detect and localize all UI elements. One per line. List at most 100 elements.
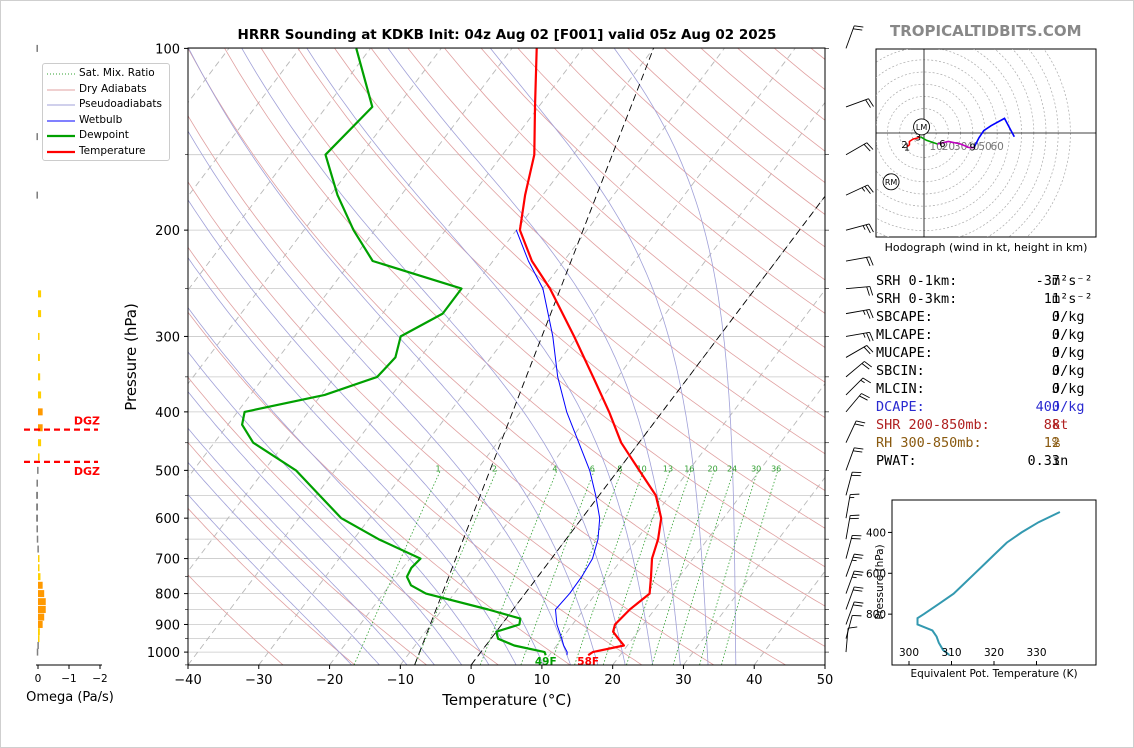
- x-tick-label: 20: [604, 673, 621, 688]
- wind-barb: [845, 615, 862, 639]
- omega-bar: [37, 545, 39, 553]
- wind-barb: [845, 25, 864, 49]
- pseudoadiabat: [306, 48, 654, 665]
- parameter-unit: J/kg: [1052, 363, 1085, 379]
- omega-bar: [36, 491, 38, 499]
- parameter-value: 0: [1051, 363, 1060, 379]
- mixing-ratio-line: [414, 470, 498, 665]
- wind-barb: [845, 420, 866, 443]
- barb-half-flag: [851, 559, 857, 562]
- barb-flag: [854, 570, 864, 573]
- omega-bar: [38, 590, 45, 598]
- isotherm-gridline: [0, 48, 17, 664]
- y-tick-label: 500: [155, 464, 180, 479]
- barb-flag: [854, 447, 864, 450]
- wetbulb-line: [515, 229, 601, 656]
- parameter-label: MUCAPE:: [876, 345, 933, 361]
- dry-adiabat: [188, 376, 499, 665]
- legend-label: Wetbulb: [79, 113, 123, 126]
- theta-e-plot-area: [916, 511, 1061, 656]
- hodograph-height-label: 3: [915, 133, 921, 144]
- mixing-ratio-label: 2: [492, 465, 497, 474]
- dry-adiabat: [224, 48, 825, 607]
- wind-barb: [845, 142, 874, 156]
- wind-barb: [845, 256, 874, 267]
- omega-bar: [38, 613, 45, 621]
- omega-bar: [36, 44, 38, 52]
- barb-staff: [845, 98, 869, 108]
- x-tick-label: 40: [746, 673, 763, 688]
- storm-motion-marker: [882, 173, 900, 191]
- theta-e-ylabel: Pressure (hPa): [874, 544, 886, 620]
- legend-label: Pseudoadiabats: [79, 98, 162, 110]
- surface-dewpoint-label: 49F: [535, 656, 557, 668]
- omega-bar: [38, 628, 40, 636]
- omega-bar: [38, 620, 43, 628]
- dry-adiabat: [444, 48, 825, 383]
- omega-bar: [36, 535, 39, 543]
- wind-barb: [845, 98, 874, 108]
- dry-adiabat: [260, 48, 825, 568]
- mixing-ratio-line: [520, 470, 595, 665]
- hodograph-height-label: 2: [901, 140, 907, 151]
- pseudoadiabat: [188, 199, 544, 665]
- dry-adiabat: [407, 48, 825, 419]
- omega-bar: [37, 641, 39, 649]
- omega-bar: [38, 353, 40, 361]
- mixing-ratio-label: 30: [751, 465, 761, 474]
- dry-adiabat: [370, 48, 825, 455]
- parameter-value: 400: [1035, 399, 1060, 415]
- temperature-line: [518, 48, 663, 657]
- hodograph-trace: [906, 144, 910, 148]
- wind-barb: [845, 534, 862, 559]
- parameter-row: DCAPE: 400 J/kg: [876, 398, 1106, 416]
- parameter-label: SBCIN:: [876, 363, 925, 379]
- legend-swatch: [47, 73, 75, 75]
- barb-flag: [863, 346, 871, 355]
- x-tick-label: −20: [316, 673, 343, 688]
- x-tick-label: 10: [534, 673, 551, 688]
- y-tick-label: 200: [155, 224, 180, 239]
- wind-barb: [845, 626, 858, 653]
- barb-flag: [868, 98, 874, 107]
- omega-bar: [38, 573, 41, 581]
- wind-barb: [845, 553, 864, 577]
- barb-flag: [854, 423, 864, 427]
- parameter-label: SRH 0-1km:: [876, 273, 958, 289]
- pseudoadiabat: [188, 391, 435, 665]
- barb-staff: [845, 615, 853, 639]
- parameter-value: 12: [1043, 435, 1060, 451]
- barb-half-flag: [861, 187, 866, 192]
- barb-flag: [869, 332, 874, 341]
- barb-half-flag: [862, 225, 866, 230]
- y-tick-label: 700: [155, 553, 180, 568]
- omega-bar: [38, 424, 43, 432]
- hodograph-height-label: 1: [904, 142, 910, 153]
- parameter-value: -37: [1035, 273, 1060, 289]
- barb-staff: [845, 553, 855, 577]
- mixing-ratio-label: 6: [590, 465, 595, 474]
- parameter-value: 0: [1051, 345, 1060, 361]
- omega-bar: [38, 332, 40, 340]
- source-watermark: TROPICALTIDBITS.COM: [890, 22, 1082, 40]
- parameter-label: MLCAPE:: [876, 327, 933, 343]
- barb-flag: [867, 184, 874, 193]
- barb-flag: [869, 309, 874, 319]
- skewt-xlabel: Temperature (°C): [442, 691, 572, 709]
- barb-staff: [845, 586, 855, 610]
- wind-barb: [845, 184, 874, 196]
- surface-temperature-label: 58F: [577, 656, 599, 668]
- wind-barb: [845, 309, 874, 319]
- omega-bar: [36, 479, 38, 487]
- hodograph-ring-label: 20: [942, 141, 955, 153]
- wind-barb: [845, 586, 864, 610]
- storm-motion-label: RM: [885, 178, 898, 187]
- omega-bar: [38, 408, 43, 416]
- parameter-row: SRH 0-3km: 11 m²s⁻²: [876, 290, 1106, 308]
- barb-staff: [845, 535, 853, 559]
- dry-adiabat: [334, 48, 825, 492]
- wind-barb: [845, 601, 864, 625]
- barb-half-flag: [862, 310, 866, 315]
- parameter-row: SBCIN: 0 J/kg: [876, 362, 1106, 380]
- mixing-ratio-line: [672, 470, 735, 665]
